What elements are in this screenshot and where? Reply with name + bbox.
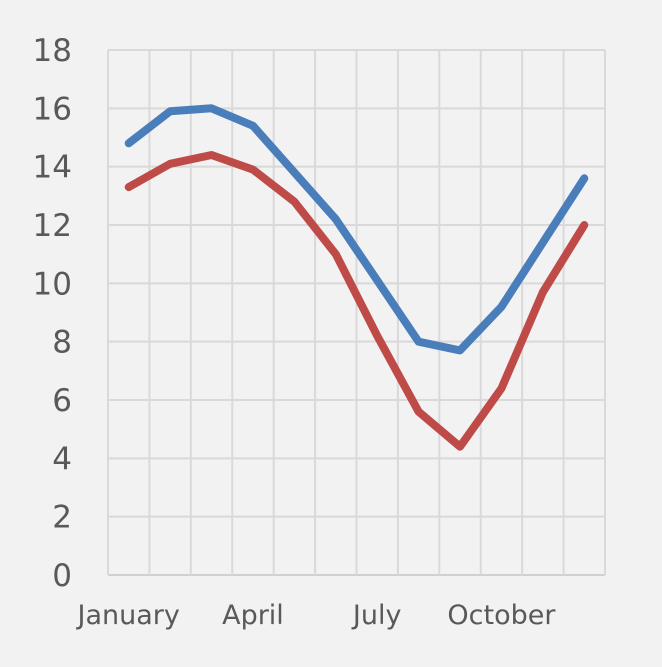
data-point (332, 250, 340, 258)
x-tick-label: January (76, 600, 180, 631)
data-point (415, 408, 423, 416)
y-tick-label: 6 (52, 383, 72, 419)
data-point (166, 160, 174, 168)
series-line-2 (124, 151, 589, 451)
data-point (456, 443, 464, 451)
data-point (580, 174, 588, 182)
data-point (290, 198, 298, 206)
data-point (373, 332, 381, 340)
series-lines (124, 104, 589, 451)
axes: 0 2 4 6 8 10 12 14 16 18 January April July October (33, 33, 557, 631)
data-point (415, 338, 423, 346)
data-point (580, 221, 588, 229)
data-point (208, 151, 216, 159)
data-point (125, 139, 133, 147)
data-point (208, 104, 216, 112)
y-tick-label: 2 (52, 500, 72, 536)
data-point (125, 183, 133, 191)
x-tick-label: July (351, 600, 402, 631)
data-point (332, 215, 340, 223)
data-point (249, 122, 257, 130)
y-tick-label: 18 (33, 33, 72, 69)
data-point (290, 169, 298, 177)
data-point (497, 303, 505, 311)
data-point (539, 239, 547, 247)
y-tick-label: 4 (52, 441, 72, 477)
data-point (249, 166, 257, 174)
y-tick-label: 8 (52, 325, 72, 361)
series-line-1 (124, 104, 589, 355)
y-tick-label: 12 (33, 208, 72, 244)
data-point (456, 346, 464, 354)
y-tick-label: 16 (33, 91, 72, 127)
y-tick-label: 0 (52, 558, 72, 594)
x-tick-label: October (447, 600, 556, 631)
data-point (539, 288, 547, 296)
data-point (373, 276, 381, 284)
y-tick-label: 14 (33, 150, 72, 186)
data-point (166, 107, 174, 115)
x-tick-label: April (222, 600, 284, 631)
y-tick-label: 10 (33, 266, 72, 302)
data-point (497, 384, 505, 392)
